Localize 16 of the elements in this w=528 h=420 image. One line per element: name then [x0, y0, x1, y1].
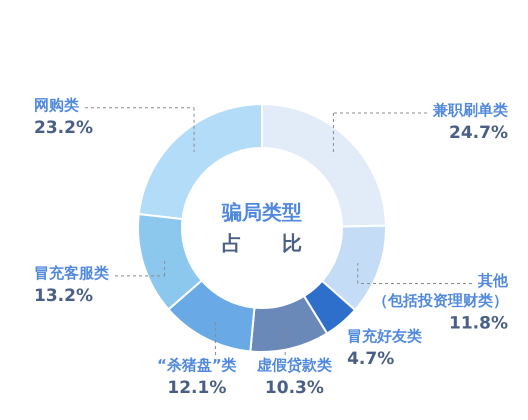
- data-label: 23.2%: [34, 118, 93, 138]
- text: 占 比: [222, 231, 302, 255]
- slice-label: 其他（包括投资理财类）: [373, 272, 509, 310]
- data-label: 4.7%: [347, 348, 394, 369]
- data-label: 12.1%: [167, 378, 226, 398]
- data-label: 24.7%: [449, 122, 508, 143]
- text: 骗局类型: [221, 200, 302, 224]
- slice-label: 网购类: [34, 96, 79, 114]
- slice-label: 冒充客服类: [34, 264, 109, 282]
- slice-label: 兼职刷单类: [432, 100, 508, 119]
- slice-label: “杀猪盘”类: [157, 356, 237, 374]
- data-label: 10.3%: [264, 378, 324, 398]
- slice-label: 冒充好友类: [347, 326, 422, 345]
- data-label: 13.2%: [34, 286, 93, 306]
- data-label: 11.8%: [449, 314, 508, 334]
- slice-label: 虚假贷款类: [256, 356, 332, 374]
